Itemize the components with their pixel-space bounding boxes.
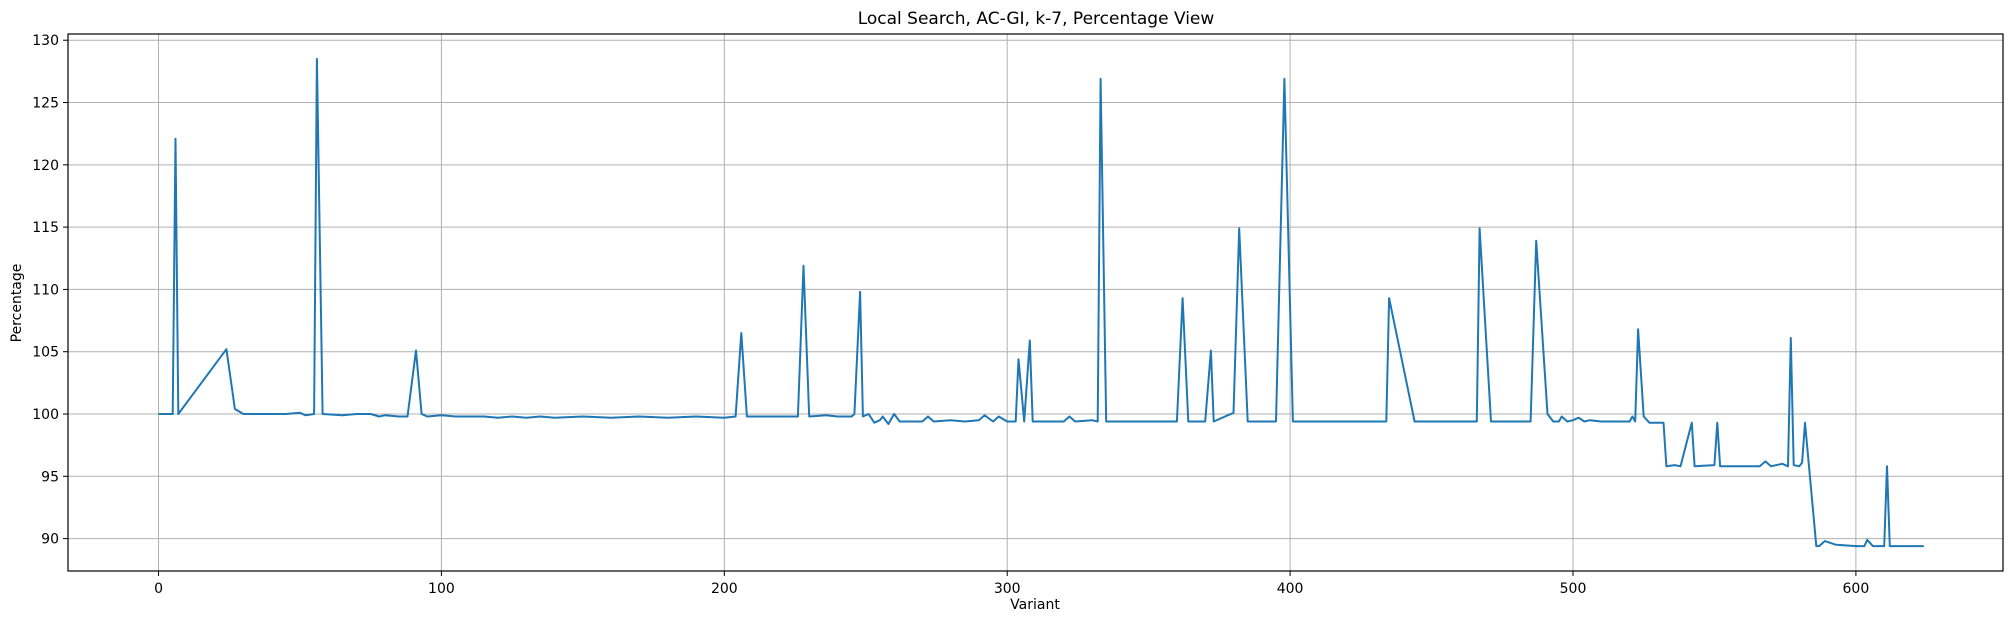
x-tick-label: 400 (1277, 581, 1304, 597)
series-line (158, 57, 1924, 548)
axes-frame (67, 33, 2004, 572)
y-tick-label: 110 (32, 282, 59, 298)
chart-title: Local Search, AC-GI, k-7, Percentage Vie… (858, 9, 1215, 29)
x-tick-label: 200 (711, 581, 738, 597)
x-tick-label: 300 (994, 581, 1021, 597)
y-tick-label: 120 (32, 158, 59, 174)
x-axis-ticks: 0 100 200 300 400 500 600 (154, 571, 1869, 597)
y-tick-label: 95 (41, 469, 59, 485)
x-tick-label: 500 (1560, 581, 1587, 597)
y-tick-label: 105 (32, 345, 59, 361)
y-axis-ticks: 90 95 100 105 110 115 120 125 130 (32, 33, 68, 548)
x-axis-label: Variant (1010, 597, 1060, 613)
y-tick-label: 100 (32, 407, 59, 423)
grid-lines (68, 34, 2003, 571)
y-tick-label: 90 (41, 532, 59, 548)
y-tick-label: 115 (32, 220, 59, 236)
y-tick-label: 130 (32, 33, 59, 49)
x-tick-label: 0 (154, 581, 163, 597)
x-tick-label: 600 (1843, 581, 1870, 597)
y-axis-label: Percentage (9, 264, 25, 343)
plot-area (158, 57, 1924, 548)
x-tick-label: 100 (428, 581, 455, 597)
y-tick-label: 125 (32, 96, 59, 112)
